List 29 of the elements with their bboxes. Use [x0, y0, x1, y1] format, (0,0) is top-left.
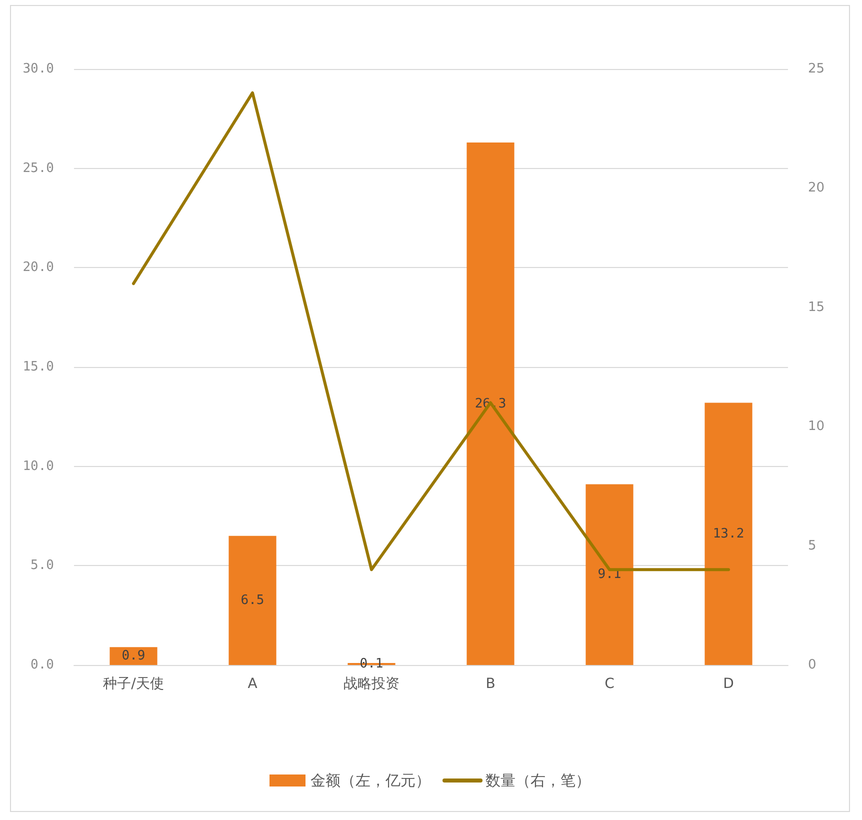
y-tick-label: 10.0 — [22, 458, 54, 474]
y-tick-label: 25.0 — [22, 160, 54, 176]
y2-tick-label: 25 — [808, 62, 825, 76]
bar — [704, 402, 752, 665]
x-tick-label: D — [723, 676, 734, 692]
bar — [110, 647, 158, 665]
y-tick-label: 0.0 — [30, 658, 54, 672]
data-label: 0.9 — [122, 648, 146, 664]
y2-tick-label: 20 — [808, 180, 825, 196]
y-tick-label: 5.0 — [30, 558, 54, 574]
data-label: 13.2 — [712, 526, 744, 542]
bar — [228, 536, 276, 665]
y-tick-label: 20.0 — [22, 260, 54, 276]
legend-label: 金额（左，亿元） — [310, 772, 430, 790]
legend-label: 数量（右，笔） — [486, 772, 590, 790]
y2-tick-label: 15 — [808, 300, 825, 315]
bar — [586, 484, 634, 665]
x-tick-label: B — [486, 676, 496, 692]
x-tick-label: C — [604, 676, 615, 692]
y2-tick-label: 0 — [808, 658, 816, 672]
y2-tick-label: 10 — [808, 419, 825, 434]
bar — [466, 142, 514, 665]
x-tick-label: A — [248, 676, 258, 692]
x-tick-label: 战略投资 — [344, 676, 400, 692]
y-tick-label: 30.0 — [22, 62, 54, 76]
y2-tick-label: 5 — [808, 538, 816, 554]
data-label: 6.5 — [240, 592, 264, 608]
y-tick-label: 15.0 — [22, 360, 54, 374]
x-tick-label: 种子/天使 — [103, 676, 164, 692]
